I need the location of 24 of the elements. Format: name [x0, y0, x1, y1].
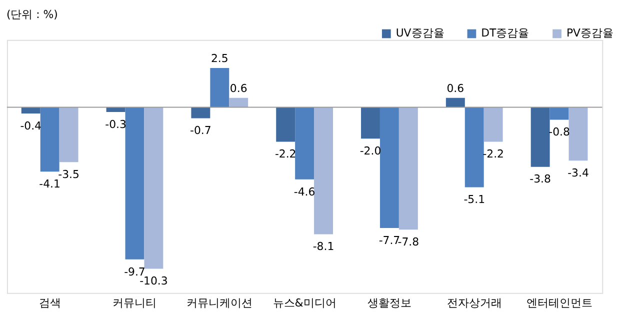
data-label: -4.1: [39, 177, 60, 190]
data-label: 0.6: [446, 82, 464, 95]
x-tick-label: 뉴스&미디어: [272, 296, 336, 310]
data-label: -5.1: [464, 193, 486, 206]
x-tick-label: 엔터테인먼트: [526, 296, 592, 310]
x-tick-label: 생활정보: [367, 296, 412, 310]
data-label: -4.6: [294, 185, 316, 198]
x-tick-label: 커뮤니케이션: [186, 296, 253, 310]
legend-label: DT증감율: [481, 26, 530, 40]
data-label: -3.4: [568, 166, 589, 180]
data-label: -0.3: [105, 118, 126, 131]
data-label: -7.7: [378, 234, 400, 247]
data-label: 2.5: [210, 52, 228, 66]
x-tick-label: 전자상거래: [446, 296, 502, 310]
data-label: -0.7: [190, 124, 212, 138]
x-tick-label: 커뮤니티: [112, 296, 157, 310]
text: (단위 : %): [6, 8, 58, 22]
x-tick-label: 검색: [38, 296, 61, 310]
data-label: -3.5: [58, 168, 80, 182]
data-label: 0.6: [230, 82, 248, 95]
data-label: -3.8: [530, 172, 552, 186]
legend-label: UV증감율: [396, 26, 444, 40]
data-label: -8.1: [312, 240, 334, 254]
legend-label: PV증감율: [566, 26, 614, 40]
